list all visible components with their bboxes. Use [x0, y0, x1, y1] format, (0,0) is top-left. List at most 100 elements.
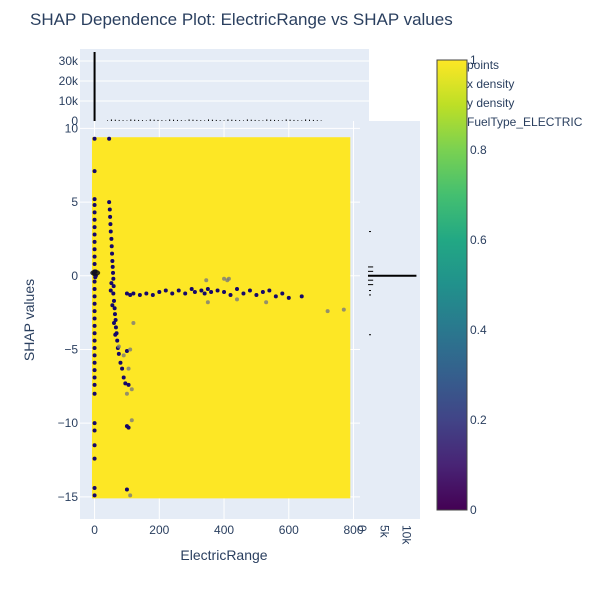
data-point[interactable]: [107, 200, 112, 205]
data-point[interactable]: [129, 418, 134, 423]
data-point[interactable]: [202, 291, 207, 296]
data-point[interactable]: [92, 391, 97, 396]
data-point[interactable]: [126, 366, 131, 371]
data-point[interactable]: [107, 207, 112, 212]
data-point[interactable]: [199, 288, 204, 293]
data-point[interactable]: [112, 306, 117, 311]
data-point[interactable]: [92, 360, 97, 365]
data-point[interactable]: [92, 197, 97, 202]
legend-item-y-density[interactable]: y density: [467, 96, 514, 110]
data-point[interactable]: [92, 331, 97, 336]
data-point[interactable]: [116, 344, 121, 349]
data-point[interactable]: [131, 291, 136, 296]
data-point[interactable]: [113, 325, 118, 330]
data-point[interactable]: [92, 294, 97, 299]
data-point[interactable]: [109, 281, 114, 286]
data-point[interactable]: [110, 251, 115, 256]
data-point[interactable]: [92, 316, 97, 321]
data-point[interactable]: [137, 292, 142, 297]
data-point[interactable]: [241, 291, 246, 296]
data-point[interactable]: [109, 236, 114, 241]
data-point[interactable]: [124, 348, 129, 353]
data-point[interactable]: [124, 291, 129, 296]
scatter-points[interactable]: [90, 136, 346, 498]
data-point[interactable]: [92, 217, 97, 222]
data-point[interactable]: [260, 289, 265, 294]
data-point[interactable]: [92, 279, 97, 284]
legend[interactable]: points x density y density FuelType_ELEC…: [467, 58, 583, 129]
data-point[interactable]: [111, 291, 116, 296]
data-point[interactable]: [92, 261, 97, 266]
data-point[interactable]: [286, 295, 291, 300]
data-point[interactable]: [228, 292, 233, 297]
data-point[interactable]: [108, 229, 113, 234]
data-point[interactable]: [92, 323, 97, 328]
data-point[interactable]: [92, 421, 97, 426]
data-point[interactable]: [280, 291, 285, 296]
legend-item-x-density[interactable]: x density: [467, 77, 514, 91]
data-point[interactable]: [144, 291, 149, 296]
data-point[interactable]: [92, 353, 97, 358]
data-point[interactable]: [92, 287, 97, 292]
data-point[interactable]: [128, 493, 133, 498]
data-point[interactable]: [247, 288, 252, 293]
data-point[interactable]: [92, 254, 97, 259]
data-point[interactable]: [92, 301, 97, 306]
data-point[interactable]: [124, 487, 129, 492]
data-point[interactable]: [121, 375, 126, 380]
data-point[interactable]: [129, 387, 134, 392]
data-point[interactable]: [189, 287, 194, 292]
data-point[interactable]: [92, 375, 97, 380]
data-point[interactable]: [209, 289, 214, 294]
data-point[interactable]: [92, 456, 97, 461]
data-point[interactable]: [109, 244, 114, 249]
legend-item-points[interactable]: points: [467, 58, 499, 72]
data-point[interactable]: [267, 288, 272, 293]
data-point[interactable]: [192, 289, 197, 294]
data-point[interactable]: [92, 232, 97, 237]
data-point[interactable]: [126, 425, 131, 430]
data-point[interactable]: [341, 307, 346, 312]
data-point[interactable]: [183, 291, 188, 296]
data-point[interactable]: [92, 382, 97, 387]
data-point[interactable]: [118, 360, 123, 365]
data-point[interactable]: [254, 292, 259, 297]
data-point[interactable]: [115, 338, 120, 343]
data-point[interactable]: [264, 300, 269, 305]
data-point[interactable]: [234, 297, 239, 302]
data-point[interactable]: [93, 275, 98, 280]
data-point[interactable]: [176, 288, 181, 293]
data-point[interactable]: [92, 203, 97, 208]
data-point[interactable]: [113, 318, 118, 322]
data-point[interactable]: [92, 486, 97, 491]
data-point[interactable]: [108, 288, 113, 293]
data-point[interactable]: [157, 289, 162, 294]
legend-item-fueltype-electric[interactable]: FuelType_ELECTRIC: [467, 115, 583, 129]
data-point[interactable]: [205, 287, 210, 292]
data-point[interactable]: [92, 239, 97, 244]
data-point[interactable]: [131, 320, 136, 325]
data-point[interactable]: [128, 347, 133, 352]
data-point[interactable]: [222, 289, 227, 294]
data-point[interactable]: [92, 443, 97, 448]
data-point[interactable]: [170, 291, 175, 296]
data-point[interactable]: [299, 294, 304, 299]
data-point[interactable]: [121, 353, 126, 358]
data-point[interactable]: [110, 303, 115, 308]
data-point[interactable]: [163, 288, 168, 293]
data-point[interactable]: [110, 259, 115, 264]
data-point[interactable]: [215, 288, 220, 293]
data-point[interactable]: [116, 351, 121, 356]
data-point[interactable]: [92, 338, 97, 343]
data-point[interactable]: [92, 169, 97, 174]
data-point[interactable]: [92, 225, 97, 230]
data-point[interactable]: [92, 346, 97, 351]
data-point[interactable]: [112, 312, 117, 317]
data-point[interactable]: [92, 428, 97, 433]
data-point[interactable]: [92, 247, 97, 252]
data-point[interactable]: [150, 292, 155, 297]
data-point[interactable]: [234, 287, 239, 292]
data-point[interactable]: [204, 278, 209, 283]
data-point[interactable]: [108, 214, 113, 219]
data-point[interactable]: [126, 382, 131, 387]
